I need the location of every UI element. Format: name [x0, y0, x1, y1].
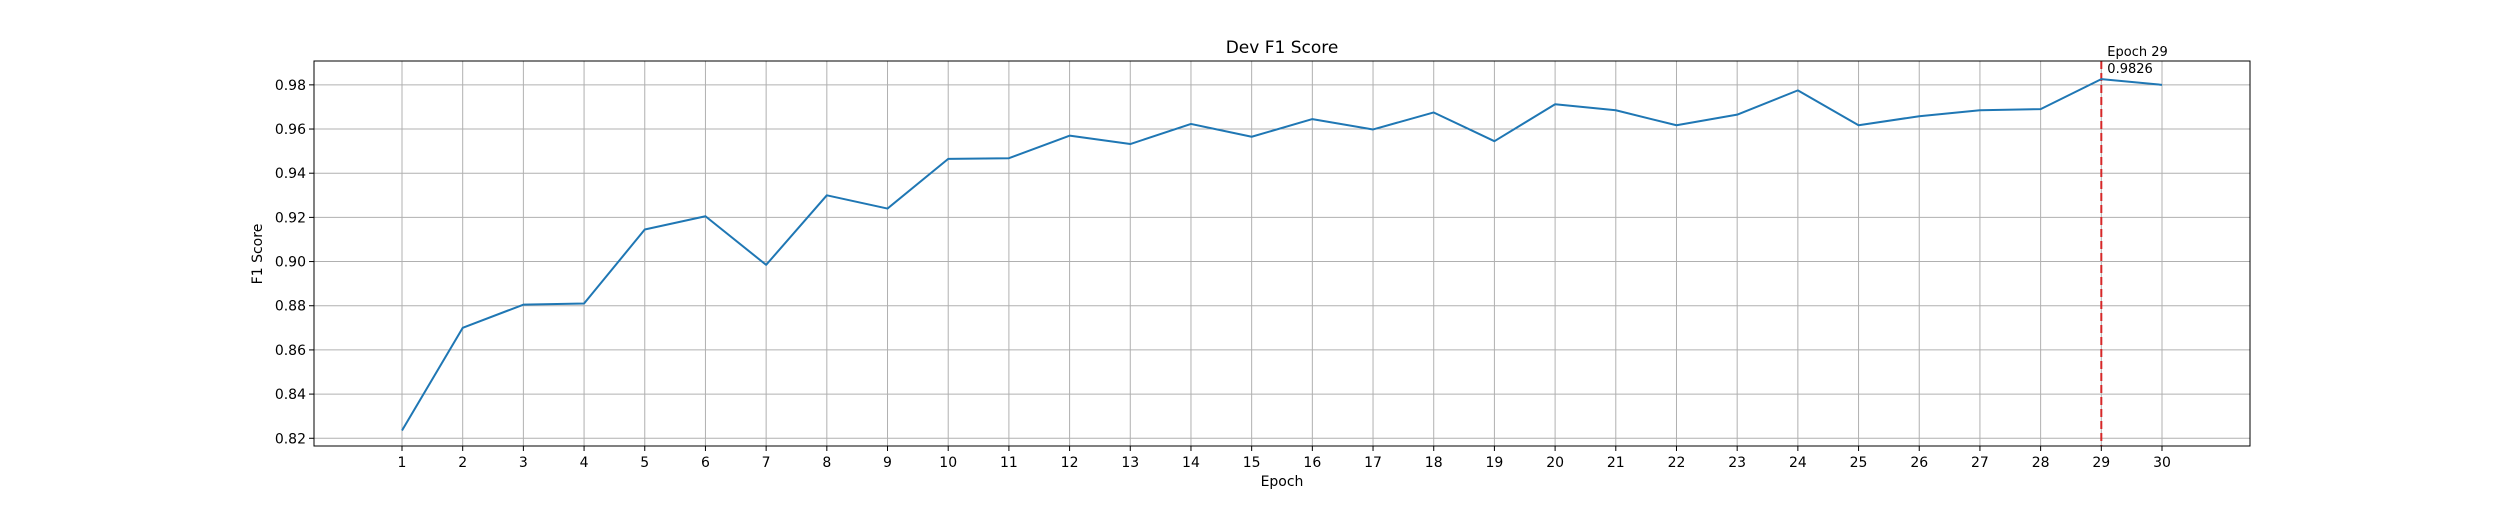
- y-tick-label: 0.98: [275, 78, 306, 94]
- x-tick-label: 17: [1364, 455, 1382, 471]
- series-layer: [401, 78, 2163, 432]
- x-tick-label: 4: [580, 455, 589, 471]
- x-tick-label: 16: [1303, 455, 1321, 471]
- x-tick-label: 27: [1971, 455, 1989, 471]
- x-tick-label: 14: [1182, 455, 1200, 471]
- y-tick-label: 0.92: [275, 210, 306, 226]
- grid-lines: [314, 61, 2250, 446]
- f1-score-series-line: [401, 78, 2163, 432]
- x-tick-label: 1: [398, 455, 407, 471]
- x-tick-label: 19: [1485, 455, 1503, 471]
- x-tick-label: 11: [1000, 455, 1018, 471]
- x-tick-label: 20: [1546, 455, 1564, 471]
- axis-ticks: 1 2 3 4 5 6 7 8 9 10 11 12 13 14 15 16 17 18 19 20 21 22 23 24 2…: [275, 78, 2171, 471]
- chart-title: Dev F1 Score: [1226, 38, 1339, 58]
- x-tick-label: 18: [1425, 455, 1443, 471]
- x-tick-label: 10: [939, 455, 957, 471]
- x-tick-label: 30: [2153, 455, 2171, 471]
- x-tick-label: 25: [1850, 455, 1868, 471]
- x-tick-label: 21: [1607, 455, 1625, 471]
- x-tick-label: 8: [822, 455, 831, 471]
- best-epoch-label: Epoch 29: [2107, 45, 2167, 60]
- best-epoch-marker: Epoch 29 0.9826: [2100, 45, 2168, 446]
- x-tick-label: 26: [1910, 455, 1928, 471]
- x-tick-label: 13: [1121, 455, 1139, 471]
- x-tick-label: 29: [2092, 455, 2110, 471]
- plot-frame: [313, 60, 2251, 447]
- y-tick-label: 0.88: [275, 299, 306, 315]
- y-tick-label: 0.86: [275, 343, 306, 359]
- x-tick-label: 12: [1061, 455, 1079, 471]
- y-tick-label: 0.90: [275, 255, 306, 271]
- x-tick-label: 23: [1728, 455, 1746, 471]
- x-tick-label: 9: [883, 455, 892, 471]
- x-axis-label: Epoch: [1261, 474, 1304, 490]
- y-axis-label: F1 Score: [250, 224, 266, 285]
- x-tick-label: 28: [2032, 455, 2050, 471]
- x-tick-label: 24: [1789, 455, 1807, 471]
- y-tick-label: 0.82: [275, 431, 306, 447]
- x-tick-label: 5: [640, 455, 649, 471]
- best-score-label: 0.9826: [2107, 62, 2153, 77]
- x-tick-label: 15: [1243, 455, 1261, 471]
- y-tick-label: 0.96: [275, 122, 306, 138]
- y-tick-label: 0.84: [275, 387, 306, 403]
- x-tick-label: 22: [1668, 455, 1686, 471]
- x-tick-label: 7: [762, 455, 771, 471]
- y-tick-label: 0.94: [275, 166, 306, 182]
- x-tick-label: 6: [701, 455, 710, 471]
- x-tick-label: 3: [519, 455, 528, 471]
- x-tick-label: 2: [458, 455, 467, 471]
